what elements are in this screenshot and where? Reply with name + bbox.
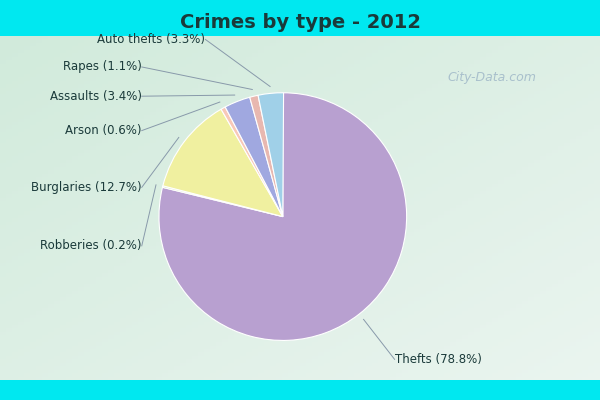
- Text: Thefts (78.8%): Thefts (78.8%): [395, 353, 481, 366]
- Text: Arson (0.6%): Arson (0.6%): [65, 124, 142, 137]
- Wedge shape: [221, 107, 283, 217]
- Text: Assaults (3.4%): Assaults (3.4%): [50, 90, 142, 103]
- Text: Burglaries (12.7%): Burglaries (12.7%): [31, 181, 142, 194]
- Text: Crimes by type - 2012: Crimes by type - 2012: [179, 12, 421, 32]
- Text: Rapes (1.1%): Rapes (1.1%): [63, 60, 142, 74]
- Wedge shape: [250, 95, 283, 217]
- Wedge shape: [225, 97, 283, 217]
- Text: City-Data.com: City-Data.com: [448, 71, 536, 84]
- Wedge shape: [159, 93, 407, 340]
- Wedge shape: [163, 109, 283, 217]
- Wedge shape: [258, 93, 284, 217]
- Wedge shape: [163, 186, 283, 217]
- Text: Auto thefts (3.3%): Auto thefts (3.3%): [97, 33, 205, 46]
- Text: Robberies (0.2%): Robberies (0.2%): [40, 239, 142, 252]
